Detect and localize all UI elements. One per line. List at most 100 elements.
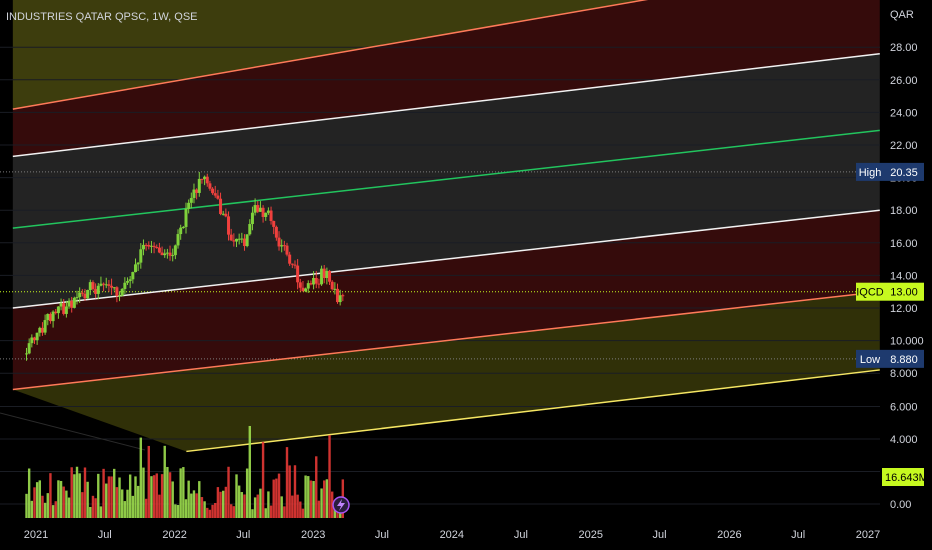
volume-bar bbox=[248, 425, 251, 518]
volume-bar bbox=[105, 483, 108, 518]
candle-body bbox=[208, 183, 212, 189]
candle-body bbox=[240, 238, 244, 240]
volume-bar bbox=[312, 481, 315, 518]
volume-bar bbox=[128, 474, 132, 518]
candle-body bbox=[25, 353, 29, 355]
candle-body bbox=[317, 283, 321, 285]
volume-bar bbox=[243, 494, 246, 518]
volume-bar bbox=[136, 485, 140, 518]
y-tick-label: 28.00 bbox=[890, 42, 918, 54]
volume-bar bbox=[253, 497, 257, 518]
candle-body bbox=[290, 263, 294, 265]
candle-body bbox=[64, 306, 68, 314]
candle-body bbox=[35, 332, 39, 341]
lightning-icon[interactable] bbox=[332, 496, 350, 514]
candle-body bbox=[112, 287, 116, 289]
volume-bar bbox=[296, 494, 299, 518]
volume-bar bbox=[235, 474, 238, 518]
candle-body bbox=[227, 216, 231, 235]
volume-bar bbox=[38, 480, 41, 518]
candle-body bbox=[298, 282, 302, 288]
candle-body bbox=[144, 244, 148, 246]
volume-bar bbox=[317, 500, 321, 518]
volume-bar bbox=[155, 473, 158, 518]
candle-body bbox=[224, 213, 228, 217]
candle-body bbox=[136, 262, 140, 265]
marker-label: Low bbox=[860, 354, 880, 366]
volume-bar bbox=[192, 490, 196, 518]
volume-bar bbox=[73, 474, 76, 518]
candle-body bbox=[184, 208, 188, 227]
candle-body bbox=[197, 178, 201, 193]
x-tick-label: 2023 bbox=[301, 529, 325, 541]
volume-bar bbox=[288, 465, 291, 518]
x-tick-label: Jul bbox=[791, 529, 805, 541]
candle-body bbox=[213, 193, 217, 196]
volume-bar bbox=[229, 504, 233, 518]
volume-bar bbox=[163, 445, 166, 518]
price-markers: High 20.35 IQCD 13.00 Low 8.880 bbox=[856, 162, 924, 368]
volume-bar bbox=[182, 467, 185, 518]
volume-bar bbox=[113, 468, 116, 518]
volume-bar bbox=[277, 473, 281, 518]
y-tick-label: 16.00 bbox=[890, 238, 918, 250]
x-tick-label: 2027 bbox=[856, 529, 880, 541]
volume-bar bbox=[142, 467, 145, 518]
volume-bar bbox=[315, 456, 318, 518]
volume-bar bbox=[227, 466, 230, 518]
candle-body bbox=[301, 287, 305, 292]
volume-bar bbox=[27, 468, 31, 518]
volume-bar bbox=[323, 480, 326, 518]
svg-text:16.643M: 16.643M bbox=[885, 472, 928, 484]
candle-body bbox=[200, 178, 204, 180]
volume-bar bbox=[320, 488, 323, 518]
candle-body bbox=[165, 252, 169, 254]
volume-bar bbox=[33, 487, 36, 518]
volume-bar bbox=[171, 481, 174, 518]
candle-body bbox=[38, 327, 42, 333]
candle-body bbox=[264, 212, 268, 217]
channel-line-1 bbox=[12, 52, 880, 158]
candle-body bbox=[160, 252, 164, 256]
volume-bar bbox=[75, 466, 79, 518]
candle-body bbox=[115, 287, 119, 296]
candle-body bbox=[322, 268, 326, 278]
x-tick-label: Jul bbox=[98, 529, 112, 541]
volume-bar bbox=[264, 508, 267, 518]
x-tick-label: 2021 bbox=[24, 529, 48, 541]
candle-body bbox=[221, 213, 225, 215]
volume-bar bbox=[285, 447, 289, 518]
candle-body bbox=[179, 227, 183, 235]
candle-body bbox=[40, 327, 44, 333]
volume-bar bbox=[59, 480, 63, 518]
candle-body bbox=[139, 249, 143, 263]
volume-bar bbox=[251, 509, 254, 518]
candle-body bbox=[192, 189, 196, 198]
volume-bar bbox=[176, 504, 180, 518]
volume-bar bbox=[309, 480, 313, 518]
time-axis[interactable]: 2021 Jul 2022 Jul 2023 Jul 2024 Jul 2025 Jul 2026 J… bbox=[24, 529, 880, 541]
candle-body bbox=[306, 283, 310, 289]
y-tick-label: 8.000 bbox=[890, 368, 918, 380]
candle-body bbox=[72, 297, 76, 308]
candle-body bbox=[147, 244, 151, 247]
candle-body bbox=[250, 212, 254, 225]
volume-bar bbox=[206, 507, 209, 518]
candle-body bbox=[91, 282, 95, 290]
volume-bar bbox=[120, 489, 124, 518]
candle-body bbox=[237, 238, 241, 240]
candle-body bbox=[336, 288, 340, 303]
volume-bar bbox=[184, 499, 188, 518]
volume-bar bbox=[291, 495, 294, 518]
marker-label: High bbox=[859, 167, 882, 179]
price-axis[interactable]: QAR 28.0026.0024.0022.0020.0018.0016.001… bbox=[890, 9, 924, 511]
volume-bar bbox=[41, 495, 44, 518]
volume-bar bbox=[256, 494, 259, 518]
candle-body bbox=[235, 238, 239, 242]
volume-bar bbox=[139, 437, 143, 518]
volume-bar bbox=[51, 505, 55, 518]
volume-bar bbox=[54, 501, 57, 518]
candle-body bbox=[229, 234, 233, 241]
volume-bar bbox=[174, 504, 177, 518]
